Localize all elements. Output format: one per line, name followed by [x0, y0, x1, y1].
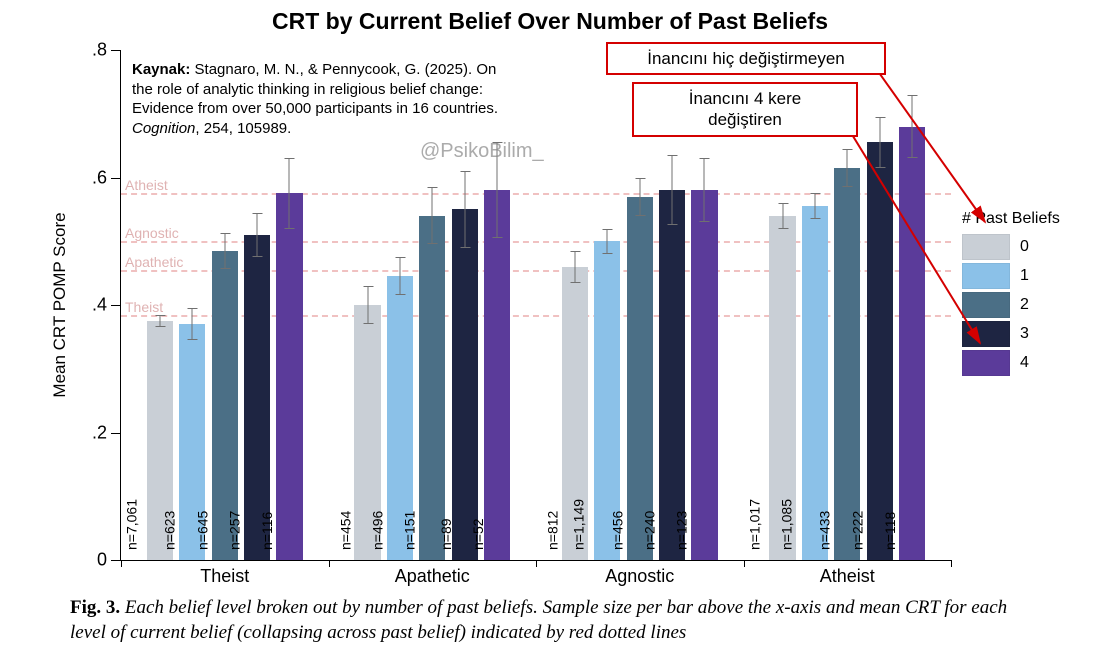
sample-size-label: n=645: [186, 511, 202, 556]
error-bar: [399, 257, 400, 295]
callout-box: İnancını 4 keredeğiştiren: [632, 82, 858, 137]
bar: n=222: [867, 142, 893, 560]
legend-label: 1: [1020, 267, 1029, 285]
legend-swatch: [962, 350, 1010, 376]
bar: n=240: [659, 190, 685, 560]
sample-size-label: n=222: [841, 511, 857, 556]
sample-size-label: n=623: [154, 511, 170, 556]
sample-size-label: n=433: [809, 511, 825, 556]
y-tick-label: .4: [92, 295, 121, 316]
legend-swatch: [962, 321, 1010, 347]
sample-size-label: n=118: [874, 512, 890, 556]
sample-size-label: n=123: [666, 511, 682, 556]
error-bar: [367, 286, 368, 324]
y-axis-title: Mean CRT POMP Score: [50, 212, 70, 397]
legend-swatch: [962, 292, 1010, 318]
legend-item: 3: [962, 321, 1060, 347]
error-bar: [911, 95, 912, 159]
y-tick-label: .6: [92, 167, 121, 188]
error-bar: [464, 171, 465, 248]
bar: n=1,085: [802, 206, 828, 560]
sample-size-label: n=812: [536, 511, 552, 556]
x-tick: [951, 560, 952, 567]
legend: # Past Beliefs 0 1 2 3 4: [962, 210, 1060, 379]
error-bar: [704, 158, 705, 222]
legend-label: 3: [1020, 325, 1029, 343]
figure-caption: Fig. 3. Each belief level broken out by …: [70, 596, 1030, 645]
error-bar: [289, 158, 290, 228]
legend-item: 4: [962, 350, 1060, 376]
error-bar: [847, 149, 848, 187]
sample-size-label: n=257: [218, 511, 234, 556]
sample-size-label: n=116: [251, 512, 267, 556]
error-bar: [575, 251, 576, 283]
sample-size-label: n=52: [462, 518, 478, 556]
bar: n=89: [452, 209, 478, 560]
callout-box: İnancını hiç değiştirmeyen: [606, 42, 886, 75]
sample-size-label: n=454: [329, 511, 345, 556]
reference-line-label: Apathetic: [125, 254, 183, 270]
bar: n=118: [899, 127, 925, 561]
sample-size-label: n=151: [394, 511, 410, 556]
legend-label: 4: [1020, 354, 1029, 372]
bar: n=116: [276, 193, 302, 560]
bar: n=151: [419, 216, 445, 560]
chart-title: CRT by Current Belief Over Number of Pas…: [0, 8, 1100, 35]
sample-size-label: n=456: [601, 511, 617, 556]
watermark: @PsikoBilim_: [420, 140, 544, 163]
y-tick-label: .8: [92, 40, 121, 61]
bar: n=123: [691, 190, 717, 560]
y-tick-label: .2: [92, 422, 121, 443]
error-bar: [639, 178, 640, 216]
source-journal: Cognition: [132, 120, 195, 137]
error-bar: [192, 308, 193, 340]
page: CRT by Current Belief Over Number of Pas…: [0, 0, 1100, 650]
error-bar: [607, 229, 608, 255]
sample-size-label: n=89: [430, 518, 446, 556]
reference-line-label: Atheist: [125, 177, 168, 193]
bar: n=456: [627, 197, 653, 560]
error-bar: [879, 117, 880, 168]
x-group-label: Apathetic: [329, 560, 537, 587]
bar: n=433: [834, 168, 860, 560]
legend-label: 2: [1020, 296, 1029, 314]
source-prefix: Kaynak:: [132, 61, 190, 78]
sample-size-label: n=240: [633, 511, 649, 556]
sample-size-label: n=1,149: [563, 499, 579, 556]
legend-swatch: [962, 234, 1010, 260]
sample-size-label: n=1,017: [738, 499, 754, 556]
x-group-label: Atheist: [744, 560, 952, 587]
x-group-label: Theist: [121, 560, 329, 587]
source-suffix: , 254, 105989.: [195, 120, 291, 137]
caption-body: Each belief level broken out by number o…: [70, 597, 1007, 643]
bar: n=52: [484, 190, 510, 560]
reference-line-label: Agnostic: [125, 225, 179, 241]
legend-item: 2: [962, 292, 1060, 318]
error-bar: [782, 203, 783, 229]
legend-item: 0: [962, 234, 1060, 260]
error-bar: [672, 155, 673, 225]
legend-title: # Past Beliefs: [962, 210, 1060, 228]
legend-label: 0: [1020, 238, 1029, 256]
reference-line-label: Theist: [125, 299, 163, 315]
legend-swatch: [962, 263, 1010, 289]
sample-size-label: n=496: [361, 511, 377, 556]
error-bar: [224, 233, 225, 269]
sample-size-label: n=1,085: [770, 499, 786, 556]
caption-label: Fig. 3.: [70, 597, 120, 618]
source-annotation: Kaynak: Stagnaro, M. N., & Pennycook, G.…: [132, 60, 512, 138]
legend-item: 1: [962, 263, 1060, 289]
error-bar: [257, 213, 258, 258]
error-bar: [160, 315, 161, 328]
x-group-label: Agnostic: [536, 560, 744, 587]
error-bar: [814, 193, 815, 219]
sample-size-label: n=7,061: [116, 499, 132, 556]
reference-line: [121, 193, 951, 195]
error-bar: [432, 187, 433, 244]
